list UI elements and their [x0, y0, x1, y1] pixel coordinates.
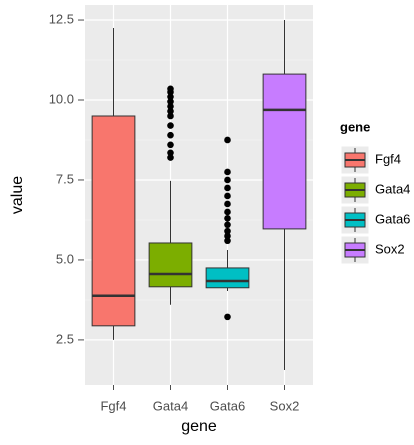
outlier [224, 200, 231, 208]
outlier [224, 221, 231, 229]
x-tick-label: Fgf4 [100, 398, 126, 413]
x-tick-label: Gata6 [210, 398, 245, 413]
outlier [167, 149, 174, 157]
outlier [224, 232, 231, 240]
x-tick-label: Gata4 [153, 398, 188, 413]
outlier [224, 176, 231, 184]
outlier [224, 227, 231, 235]
y-tick-label: 5.0 [56, 251, 74, 266]
outlier [224, 313, 231, 321]
box [205, 267, 250, 289]
y-axis-title: value [9, 176, 26, 214]
outlier [224, 215, 231, 222]
x-axis-title: gene [181, 418, 217, 435]
y-tick-label: 2.5 [56, 331, 74, 346]
y-tick-label: 10.0 [49, 91, 74, 106]
outlier [224, 184, 231, 192]
outlier [224, 237, 231, 245]
outlier [167, 112, 174, 120]
outlier [167, 98, 174, 105]
outlier [224, 168, 231, 176]
outlier [167, 103, 174, 110]
box [148, 242, 193, 288]
outlier [167, 93, 174, 101]
outlier [167, 122, 174, 129]
legend-title: gene [340, 119, 370, 134]
outlier [167, 141, 174, 149]
box [91, 115, 136, 327]
outlier [224, 136, 231, 144]
outlier [167, 154, 174, 161]
outlier [167, 107, 174, 115]
legend-label: Gata6 [375, 211, 410, 226]
box [262, 73, 307, 230]
outlier [167, 131, 174, 139]
outlier [224, 192, 231, 200]
outlier [224, 208, 231, 216]
y-tick-label: 12.5 [49, 11, 74, 26]
legend-label: Sox2 [375, 241, 405, 256]
outlier [167, 85, 174, 93]
legend-label: Fgf4 [375, 151, 401, 166]
x-tick-label: Sox2 [270, 398, 300, 413]
legend-label: Gata4 [375, 181, 410, 196]
y-tick-label: 7.5 [56, 171, 74, 186]
